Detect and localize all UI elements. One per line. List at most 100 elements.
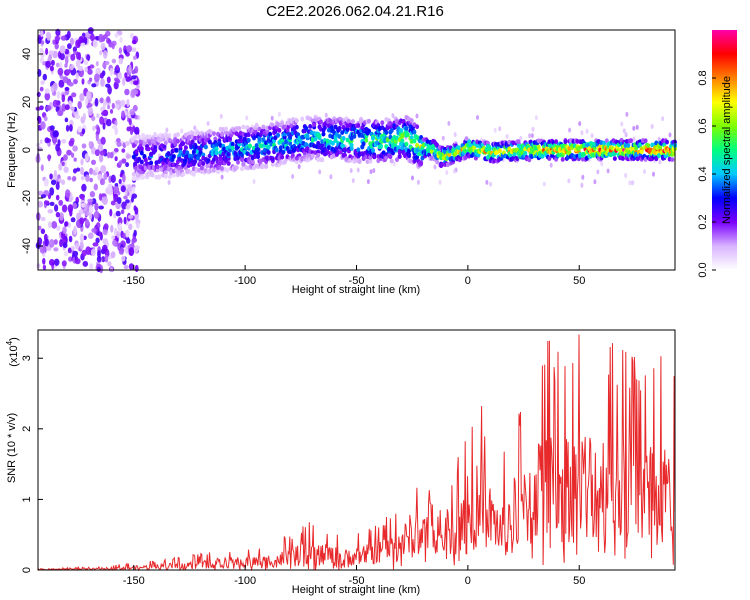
spectrogram-noise-cell: [85, 174, 90, 182]
spectrogram-noise-cell: [82, 112, 86, 122]
spectrogram-noise-cell: [106, 151, 111, 159]
spectrogram-ridge-cell: [137, 134, 142, 140]
spectrogram-speckle-cell: [206, 121, 210, 126]
spectrogram-noise-cell: [47, 154, 51, 162]
spectrogram-noise-cell: [89, 191, 96, 198]
spectrogram-ridge-cell: [254, 122, 259, 128]
spectrogram-noise-cell: [106, 76, 111, 84]
spectrogram-noise-cell: [126, 45, 133, 53]
spectrogram-ridge-cell: [407, 152, 412, 158]
spectrogram-ridge-cell: [371, 135, 375, 141]
spectrogram-ridge-cell: [473, 155, 478, 161]
spectrogram-noise-cell: [118, 178, 122, 185]
spectrogram-ridge-cell: [273, 135, 278, 141]
spectrogram-noise-cell: [67, 43, 72, 50]
colorbar-tick-label: 0.8: [697, 70, 709, 85]
spectrogram-noise-cell: [45, 60, 51, 68]
spectrogram-noise-cell: [66, 149, 72, 156]
spectrogram-ridge-cell: [173, 141, 178, 147]
spectrogram-noise-cell: [83, 36, 88, 43]
spectrogram-y-ticks: -40 -20 0 20 40: [21, 48, 43, 254]
spectrogram-ridge-cell: [213, 136, 218, 142]
spectrogram-ridge-cell: [220, 166, 224, 171]
spectrogram-ridge-cell: [137, 156, 142, 162]
spectrogram-noise-cell: [94, 97, 99, 107]
spectrogram-noise-cell: [53, 247, 59, 252]
spectrogram-noise-cell: [107, 104, 111, 110]
spectrogram-ridge-cell: [171, 154, 176, 159]
spectrogram-ridge-cell: [183, 145, 188, 151]
spectrogram-noise-cell: [73, 157, 77, 162]
spectrogram-noise-cell: [72, 145, 78, 152]
spectrogram-speckle-cell: [600, 161, 604, 167]
spectrogram-noise-cell: [50, 59, 55, 66]
spectrogram-noise-cell: [120, 209, 125, 215]
spectrogram-ridge-cell: [185, 150, 190, 156]
spectrogram-ridge-cell: [310, 153, 315, 159]
spectrogram-noise-cell: [96, 126, 101, 135]
spectrogram-speckle-cell: [643, 169, 646, 174]
spectrogram-noise-cell: [36, 91, 41, 98]
spectrogram-noise-cell: [124, 72, 128, 79]
spectrogram-speckle-cell: [593, 179, 597, 185]
spectrogram-noise-cell: [85, 246, 92, 256]
spectrogram-ridge-cell: [230, 141, 235, 147]
snr-y-axis-title: SNR (10 * v/v): [6, 413, 18, 483]
spectrogram-noise-cell: [106, 118, 112, 127]
spectrogram-noise-cell: [76, 51, 80, 60]
spectrogram-noise-cell: [47, 221, 52, 229]
spectrogram-noise-cell: [40, 216, 46, 222]
spectrogram-noise-cell: [55, 182, 60, 190]
spectrogram-noise-cell: [48, 50, 55, 55]
spectrogram-y-axis-title: Frequency (Hz): [6, 112, 18, 188]
spectrogram-ridge-cell: [357, 159, 362, 165]
spectrogram-noise-cell: [121, 110, 125, 119]
spectrogram-noise-cell: [49, 173, 53, 180]
spectrogram-noise-cell: [79, 233, 85, 243]
spectrogram-noise-cell: [102, 34, 108, 40]
spectrogram-ridge-cell: [294, 159, 299, 165]
spectrogram-panel: -150 -100 -50 0 50 -40 -20 0 20 40 Height of str…: [6, 27, 677, 296]
spectrogram-ridge-cell: [540, 153, 545, 159]
spectrogram-noise-cell: [125, 199, 130, 204]
spectrogram-ridge-cell: [207, 139, 212, 145]
spectrogram-noise-cell: [55, 211, 61, 218]
spectrogram-noise-cell: [129, 108, 135, 116]
spectrogram-ridge-cell: [153, 148, 158, 153]
spectrogram-ridge-cell: [149, 160, 154, 166]
spectrogram-noise-cell: [72, 202, 77, 209]
spectrogram-noise-cell: [63, 251, 69, 257]
spectrogram-noise-cell: [57, 67, 64, 76]
spectrogram-speckle-cell: [622, 128, 626, 134]
spectrogram-ridge-cell: [388, 154, 393, 160]
spectrogram-speckle-cell: [416, 179, 420, 185]
spectrogram-speckle-cell: [411, 175, 414, 181]
spectrogram-noise-cell: [110, 200, 116, 206]
spectrogram-ridge-cell: [322, 125, 327, 131]
spectrogram-ridge-cell: [131, 154, 136, 160]
spectrogram-noise-cell: [69, 124, 73, 132]
spectrogram-ridge-cell: [234, 165, 239, 171]
spectrogram-ridge-cell: [246, 132, 251, 138]
spectrogram-noise-cell: [80, 42, 86, 47]
spectrogram-ridge-cell: [389, 128, 394, 134]
spectrogram-noise-cell: [46, 32, 52, 41]
spectrogram-noise-cell: [99, 116, 105, 125]
spectrogram-noise-cell: [85, 218, 89, 226]
spectrogram-noise-cell: [79, 93, 85, 102]
spectrogram-ridge-cell: [435, 159, 440, 165]
spectrogram-speckle-cell: [578, 121, 582, 127]
spectrogram-speckle-cell: [528, 133, 532, 139]
spectrogram-noise-cell: [40, 228, 46, 235]
spectrogram-noise-cell: [94, 202, 99, 211]
spectrogram-noise-cell: [94, 73, 100, 83]
spectrogram-speckle-cell: [137, 115, 141, 121]
spectrogram-noise-cell: [99, 97, 104, 104]
spectrogram-speckle-cell: [193, 125, 197, 131]
spectrogram-ridge-cell: [236, 155, 240, 161]
spectrogram-noise-cell: [87, 232, 94, 239]
spectrogram-noise-cell: [39, 48, 44, 53]
spectrogram-ridge-cell: [516, 139, 521, 145]
spectrogram-noise-cell: [123, 264, 129, 270]
spectrogram-speckle-cell: [590, 133, 594, 139]
